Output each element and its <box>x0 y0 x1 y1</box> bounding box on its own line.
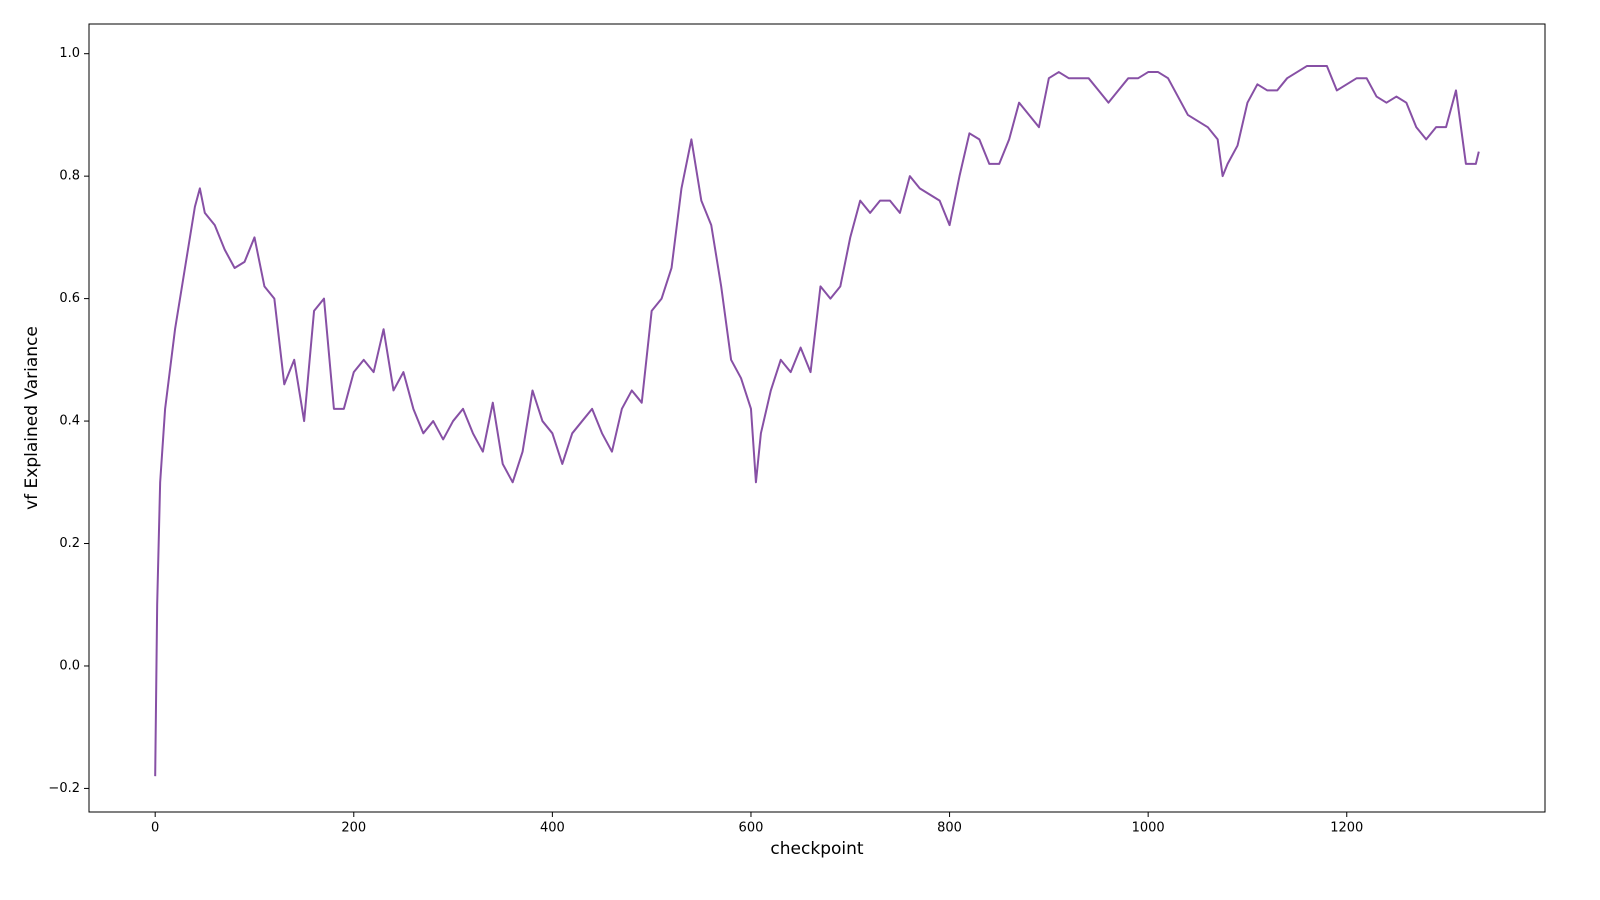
y-tick-label: 0.8 <box>59 169 80 184</box>
y-tick-label: 0.4 <box>59 414 80 429</box>
x-tick-label: 800 <box>937 821 962 836</box>
x-tick-label: 1200 <box>1330 821 1363 836</box>
y-tick-label: −0.2 <box>48 781 80 796</box>
x-axis-label: checkpoint <box>770 839 863 859</box>
x-tick-label: 1000 <box>1132 821 1165 836</box>
plot-frame <box>88 23 1546 813</box>
x-tick-label: 600 <box>739 821 764 836</box>
y-axis-label: vf Explained Variance <box>22 326 42 510</box>
y-tick-label: 0.0 <box>59 658 80 673</box>
y-tick-label: 0.6 <box>59 291 80 306</box>
data-line <box>154 64 1480 777</box>
y-tick-label: 0.2 <box>59 536 80 551</box>
x-tick-label: 200 <box>341 821 366 836</box>
x-tick-label: 400 <box>540 821 565 836</box>
y-tick-label: 1.0 <box>59 46 80 61</box>
x-tick-label: 0 <box>151 821 159 836</box>
